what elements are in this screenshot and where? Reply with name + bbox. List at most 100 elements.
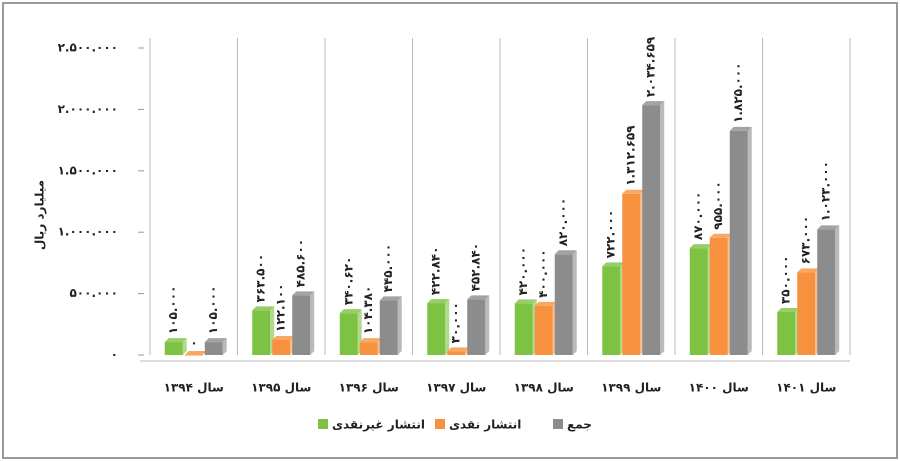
- bar: [777, 312, 796, 355]
- value-label: ۴۰۰.۰۰۰: [536, 249, 550, 298]
- bar-side: [835, 225, 840, 355]
- bar: [339, 313, 358, 355]
- bar: [689, 248, 708, 355]
- y-tick-label: ۲.۵۰۰.۰۰۰: [58, 41, 118, 55]
- bar: [554, 254, 573, 355]
- bar-top: [339, 309, 362, 314]
- legend-label: انتشار غیرنقدی: [332, 418, 425, 432]
- bar-top: [622, 189, 645, 194]
- x-tick-label: سال ۱۴۰۰: [689, 381, 749, 395]
- bar: [817, 229, 836, 355]
- value-label: ۷۲۲.۰۰۰: [604, 210, 618, 259]
- value-label: ۴۲۰.۰۰۰: [516, 247, 530, 296]
- value-label: ۳۶۳.۵۰۰: [254, 254, 268, 303]
- bar-top: [642, 101, 665, 106]
- bar: [729, 130, 748, 355]
- bar-top: [184, 351, 207, 355]
- bar: [642, 105, 661, 355]
- bar-top: [689, 244, 712, 249]
- bar-top: [292, 291, 315, 296]
- value-label: ۴۵۲.۸۴۰: [469, 243, 483, 292]
- bar-side: [222, 338, 227, 355]
- bar-top: [797, 268, 820, 273]
- value-label: ۱۰۴.۳۸۰: [361, 286, 375, 335]
- bar-top: [709, 233, 732, 238]
- value-label: ۴۴۵.۰۰۰: [381, 244, 395, 293]
- bar-top: [514, 299, 537, 304]
- bar: [622, 193, 641, 355]
- bar: [379, 300, 398, 355]
- x-tick-label: سال ۱۳۹۴: [164, 381, 224, 395]
- y-tick-label: ۲.۰۰۰.۰۰۰: [58, 102, 118, 116]
- value-label: ۱۰۵.۰۰۰: [206, 286, 220, 335]
- bar: [272, 340, 291, 355]
- bar: [184, 355, 203, 356]
- bar: [447, 351, 466, 355]
- value-label: ۱۰۵.۰۰۰: [166, 286, 180, 335]
- value-label: ۸۲۰.۰۰۰: [556, 198, 570, 247]
- bar-top: [164, 338, 187, 343]
- x-tick-label: سال ۱۳۹۷: [426, 381, 486, 395]
- bar-side: [445, 299, 450, 355]
- value-label: ۲.۰۳۴.۶۵۹: [644, 36, 658, 97]
- bar: [602, 266, 621, 355]
- bar: [292, 295, 311, 355]
- value-label: ۱.۳۱۲.۶۵۹: [624, 125, 638, 186]
- bar-top: [379, 296, 402, 301]
- bar: [427, 303, 446, 355]
- bar-top: [447, 347, 470, 352]
- bar-top: [204, 338, 227, 343]
- bar-top: [602, 262, 625, 267]
- value-label: ۶۷۳.۰۰۰: [799, 216, 813, 265]
- bar-side: [182, 338, 187, 355]
- x-tick-label: سال ۱۳۹۹: [601, 381, 661, 395]
- bar-side: [485, 295, 490, 355]
- bar-top: [427, 299, 450, 304]
- value-label: ۱.۰۲۳.۰۰۰: [819, 161, 833, 221]
- value-label: ۴۲۲.۸۴۰: [429, 247, 443, 296]
- y-axis-label: میلیارد ریال: [33, 180, 47, 250]
- value-label: ۱۲۲.۱۰۰: [274, 283, 288, 332]
- value-label: ۹۵۵.۰۰۰: [711, 181, 725, 230]
- value-label: ۳۴۰.۶۲۰: [341, 257, 355, 306]
- value-label: ۸۷۰.۰۰۰: [691, 192, 705, 241]
- y-tick-label: ۰: [111, 348, 118, 362]
- bar-side: [397, 296, 402, 355]
- y-tick-label: ۱.۵۰۰.۰۰۰: [58, 163, 118, 177]
- bar-side: [747, 126, 752, 355]
- x-tick-label: سال ۱۳۹۵: [251, 381, 311, 395]
- x-tick-label: سال ۱۴۰۱: [776, 381, 836, 395]
- bar: [204, 342, 223, 355]
- legend-swatch: [318, 419, 328, 429]
- bar: [252, 310, 271, 355]
- bar-top: [777, 308, 800, 313]
- bar: [359, 342, 378, 355]
- bar-top: [467, 295, 490, 300]
- bar-top: [252, 306, 275, 311]
- y-tick-label: ۵۰۰.۰۰۰: [69, 286, 118, 300]
- value-label: ۴۸۵.۶۰۰: [294, 239, 308, 288]
- bar: [797, 272, 816, 355]
- bar: [534, 305, 553, 355]
- bar-top: [554, 250, 577, 255]
- x-tick-label: سال ۱۳۹۸: [514, 381, 574, 395]
- y-tick-label: ۱.۰۰۰.۰۰۰: [58, 225, 118, 239]
- bar-side: [572, 250, 577, 355]
- bar-top: [729, 126, 752, 131]
- legend-label: جمع: [567, 418, 592, 432]
- legend-swatch: [435, 419, 445, 429]
- bar: [514, 303, 533, 355]
- bar-side: [310, 291, 315, 355]
- bar-top: [359, 338, 382, 343]
- bar-side: [660, 101, 665, 355]
- value-label: ۱.۸۲۵.۰۰۰: [731, 62, 745, 122]
- legend-label: انتشار نقدی: [449, 418, 521, 432]
- bar: [467, 299, 486, 355]
- bar-top: [534, 301, 557, 306]
- value-label: ۰: [186, 340, 200, 347]
- legend-swatch: [553, 419, 563, 429]
- bar: [709, 237, 728, 355]
- x-tick-label: سال ۱۳۹۶: [339, 381, 399, 395]
- value-label: ۳۰.۰۰۰: [449, 302, 463, 343]
